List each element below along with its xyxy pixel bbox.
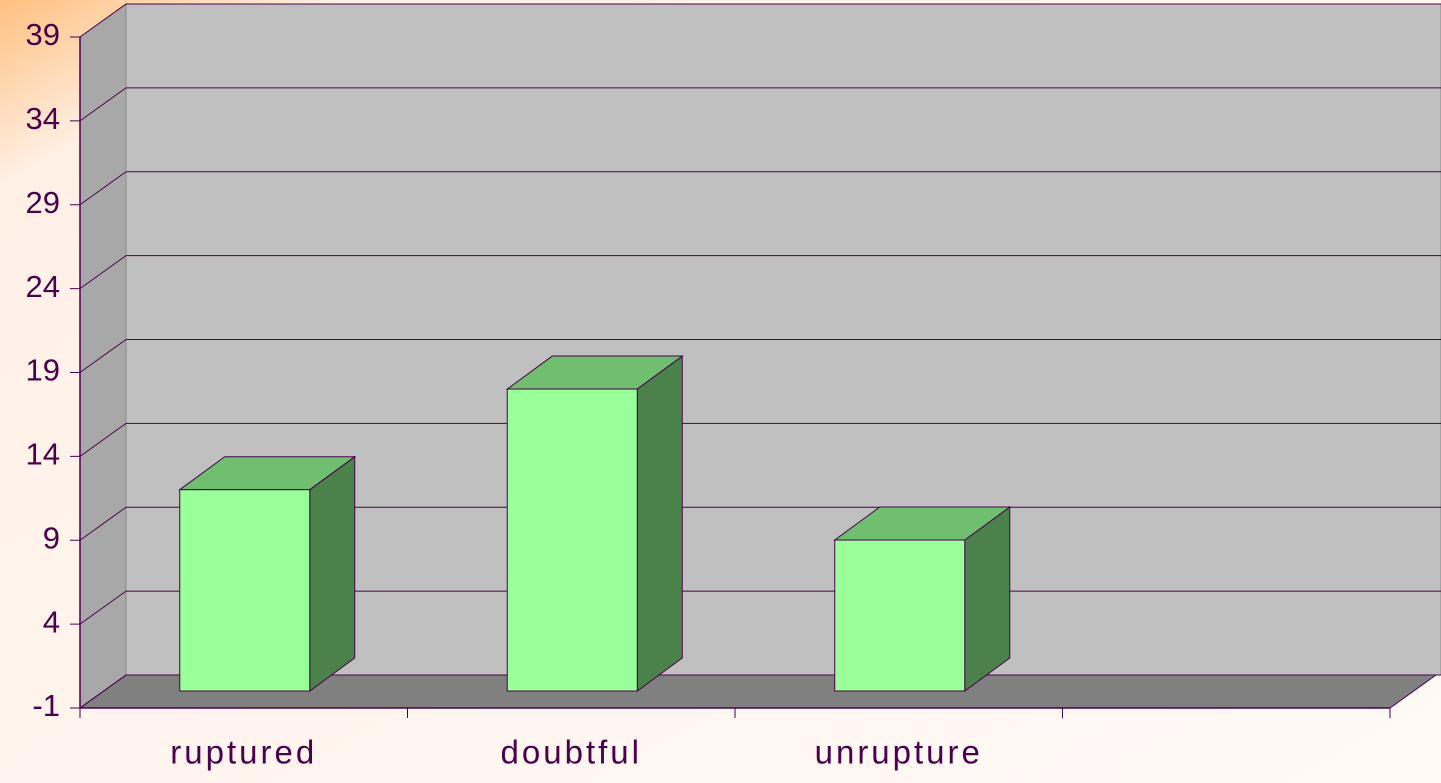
y-tick-label: 4	[43, 604, 60, 639]
y-tick-label: 24	[26, 269, 60, 304]
bar	[834, 539, 966, 692]
x-tick-label: unrupture	[815, 734, 983, 771]
y-tick-label: 9	[43, 520, 60, 555]
grid-line	[79, 171, 127, 206]
y-tick-label: 14	[26, 437, 60, 472]
y-tick-label: 19	[26, 353, 60, 388]
grid-line	[79, 506, 127, 541]
bar	[506, 388, 638, 692]
bar-side	[309, 455, 356, 692]
y-tick-label: 39	[26, 17, 60, 52]
grid-line	[79, 255, 127, 290]
grid-line	[79, 590, 127, 625]
y-tick-label: 34	[26, 101, 60, 136]
grid-line	[79, 422, 127, 457]
y-tick-label: 29	[26, 185, 60, 220]
grid-line	[79, 87, 127, 122]
grid-line	[79, 674, 127, 709]
grid-line	[79, 3, 127, 38]
grid-line	[79, 339, 127, 373]
x-tick-label: ruptured	[170, 734, 317, 771]
bar-side	[636, 355, 683, 692]
x-tick-label: doubtful	[501, 734, 642, 771]
bar	[179, 489, 311, 692]
y-tick-label: -1	[32, 688, 60, 723]
